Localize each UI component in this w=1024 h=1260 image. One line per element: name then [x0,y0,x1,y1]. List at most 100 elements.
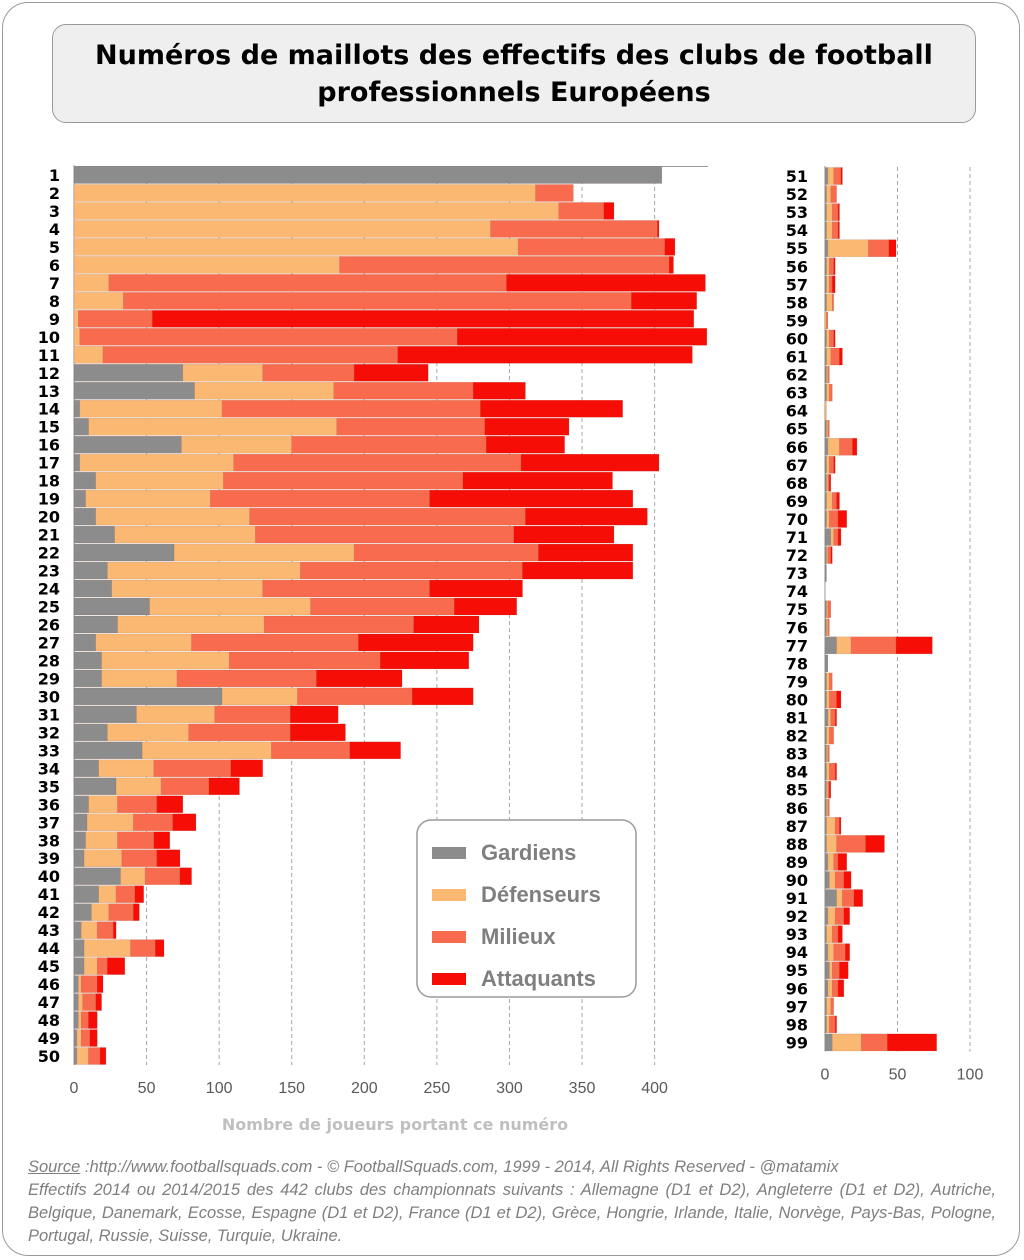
bar-segment-milieux [96,921,114,939]
bar-segment-milieux [832,203,839,221]
bar-segment-milieux [861,1033,888,1052]
bar-segment-gardiens [73,597,150,616]
bar-segment-milieux [102,346,398,364]
bar-segment-attaquants [429,489,634,508]
bar-segment-attaquants [888,239,897,257]
bar-segment-gardiens [824,871,830,889]
bar-segment-défenseurs [826,835,837,853]
bar-segment-attaquants [837,925,843,943]
bar-segment-défenseurs [826,672,830,691]
bar-segment-gardiens [824,564,827,582]
bar-segment-milieux [829,257,834,276]
bar-segment-attaquants [484,417,570,436]
y-category-label: 30 [38,687,60,706]
bar-segment-attaquants [837,221,840,239]
bar-segment-attaquants [152,310,695,328]
bar-segment-milieux [353,543,539,562]
bar-segment-défenseurs [826,726,830,745]
bar-segment-milieux [832,293,834,312]
bar-segment-attaquants [657,220,660,238]
y-category-label: 40 [38,867,60,886]
y-category-label: 41 [38,885,60,904]
bar-segment-défenseurs [85,831,118,849]
bar-segment-gardiens [73,741,143,760]
bar-segment-attaquants [179,867,192,885]
bar-segment-gardiens [73,471,97,490]
bar-segment-défenseurs [827,438,840,456]
bar-segment-attaquants [153,831,171,849]
bar-segment-attaquants [852,438,858,456]
bar-segment-défenseurs [76,1047,89,1065]
bar-segment-attaquants [520,453,660,472]
bar-segment-gardiens [824,438,829,456]
y-category-label: 22 [38,544,60,563]
y-category-label: 14 [38,400,60,419]
bar-segment-attaquants [865,835,885,853]
x-tick-label: 250 [424,1080,451,1097]
bar-segment-milieux [300,561,523,580]
bar-segment-milieux [826,311,829,330]
bar-segment-milieux [832,492,837,510]
bar-segment-gardiens [73,633,97,652]
bar-segment-défenseurs [181,435,292,454]
y-category-label: 94 [786,943,808,962]
source-label: Source [28,1158,81,1176]
y-category-label: 90 [786,871,808,890]
bar-segment-milieux [117,795,157,814]
y-category-label: 5 [49,238,60,257]
y-category-label: 65 [786,420,808,439]
bar-segment-défenseurs [85,489,211,508]
bar-segment-milieux [262,364,355,382]
bar-segment-milieux [133,813,173,832]
y-category-label: 95 [786,961,808,980]
legend-swatch-milieux [432,931,466,943]
bar-segment-milieux [833,528,839,546]
bar-segment-défenseurs [86,813,134,832]
bar-segment-milieux [310,597,455,616]
bar-segment-défenseurs [91,903,110,921]
y-category-label: 79 [786,672,808,691]
bar-segment-défenseurs [826,257,830,276]
x-tick-label: 100 [206,1080,233,1097]
bar-segment-défenseurs [829,961,833,980]
x-tick-label: 400 [641,1080,668,1097]
bar-segment-gardiens [73,957,85,975]
bar-segment-défenseurs [173,543,355,562]
bar-segment-défenseurs [827,167,834,185]
y-category-label: 38 [38,831,60,850]
bar-segment-défenseurs [78,975,82,993]
bar-segment-attaquants [480,399,623,418]
bar-segment-milieux [78,310,153,328]
bar-segment-gardiens [73,1047,78,1065]
y-category-label: 32 [38,723,60,742]
bar-segment-milieux [115,885,136,903]
labels-layer: 0 50 100 150 200 250 300 350 4001234567891011121… [38,166,984,1134]
bar-segment-défenseurs [78,993,83,1011]
bar-segment-attaquants [156,795,184,814]
legend-label-milieux: Milieux [481,924,556,949]
y-category-label: 20 [38,508,60,527]
legend-box [416,819,637,998]
y-category-label: 60 [786,329,808,348]
bar-segment-milieux [160,777,210,796]
y-category-label: 61 [786,348,808,367]
y-category-label: 56 [786,257,808,276]
bar-segment-attaquants [155,939,165,957]
x-tick-label: 0 [70,1080,79,1097]
y-category-label: 46 [38,975,60,994]
bar-segment-gardiens [824,1033,833,1052]
bar-segment-attaquants [845,943,850,961]
bar-segment-milieux [836,835,866,853]
y-category-label: 34 [38,759,60,778]
y-category-label: 80 [786,690,808,709]
bar-segment-gardiens [73,399,81,418]
bar-segment-milieux [850,636,897,655]
bar-segment-milieux [81,1011,89,1029]
bar-segment-attaquants [96,975,104,993]
bar-segment-attaquants [837,510,847,528]
bar-segment-défenseurs [81,921,98,939]
bar-segment-défenseurs [827,239,869,257]
y-category-label: 97 [786,997,808,1016]
bar-segment-milieux [827,546,832,564]
bar-segment-milieux [108,903,134,921]
